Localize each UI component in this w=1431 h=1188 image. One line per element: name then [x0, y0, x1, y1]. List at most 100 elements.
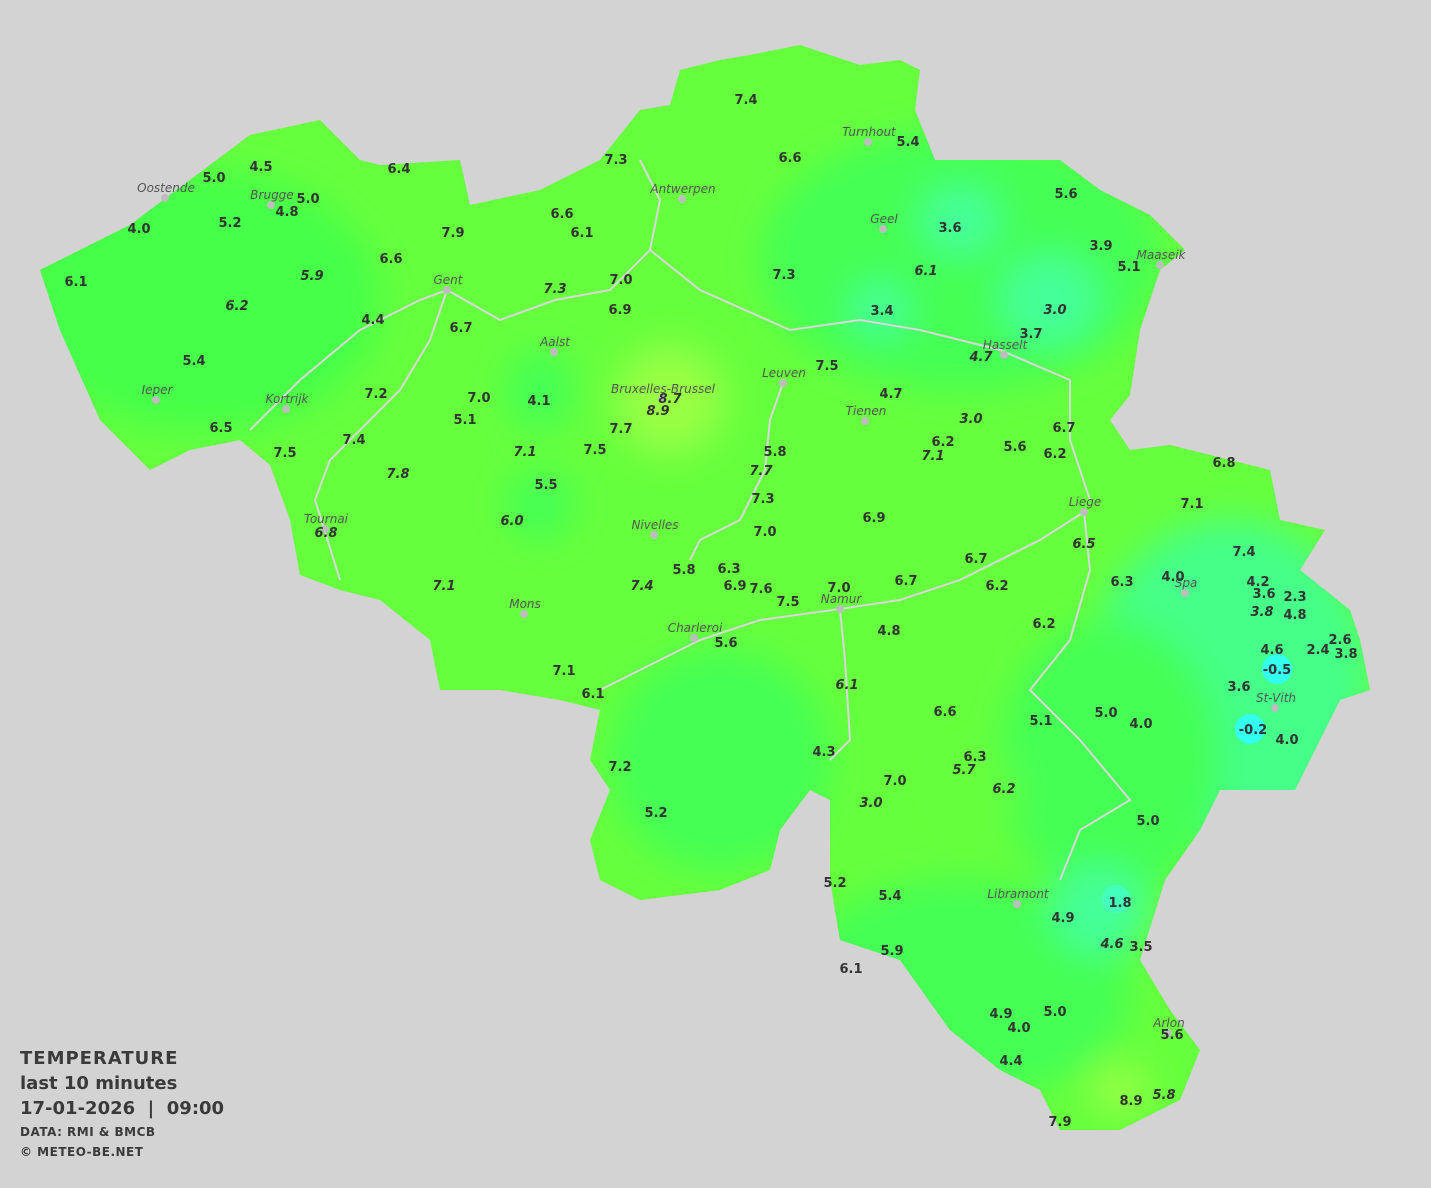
station-temperature: 6.7	[964, 552, 987, 567]
station-temperature: 3.6	[1252, 587, 1275, 602]
station-temperature: 5.0	[202, 171, 225, 186]
station-temperature: 2.6	[1328, 633, 1351, 648]
station-temperature: 6.1	[914, 264, 937, 279]
station-temperature: 7.5	[776, 595, 799, 610]
city-marker	[152, 396, 160, 404]
city-label: Bruxelles-Brussel	[611, 382, 716, 396]
station-temperature: 4.7	[968, 350, 993, 365]
station-temperature: 6.6	[933, 705, 956, 720]
station-temperature: 4.5	[249, 160, 272, 175]
station-temperature: 6.2	[992, 782, 1015, 797]
station-temperature: 7.1	[513, 445, 536, 460]
station-temperature: 7.1	[921, 449, 944, 464]
station-temperature: -0.5	[1263, 663, 1291, 678]
city-marker	[550, 348, 558, 356]
station-temperature: 7.2	[364, 387, 387, 402]
station-temperature: 3.0	[1043, 303, 1066, 318]
station-temperature: 6.1	[835, 678, 858, 693]
city-marker	[161, 194, 169, 202]
station-temperature: 6.6	[550, 207, 573, 222]
station-temperature: 6.2	[931, 435, 954, 450]
station-temperature: 6.8	[1212, 456, 1235, 471]
station-temperature: 3.7	[1019, 327, 1042, 342]
station-temperature: 7.0	[827, 581, 850, 596]
station-temperature: 6.7	[449, 321, 472, 336]
station-temperature: 6.7	[1052, 421, 1075, 436]
legend-source: DATA: RMI & BMCB	[20, 1125, 156, 1139]
city-label: Brugge	[250, 188, 293, 202]
city-label: Mons	[509, 597, 541, 611]
station-temperature: 4.0	[1129, 717, 1152, 732]
station-temperature: 7.1	[552, 664, 575, 679]
station-temperature: 6.6	[379, 252, 402, 267]
city-label: Kortrijk	[266, 392, 310, 406]
station-temperature: 5.0	[1136, 814, 1159, 829]
station-temperature: 4.8	[1283, 608, 1306, 623]
station-temperature: 6.2	[1032, 617, 1055, 632]
station-temperature: 6.5	[209, 421, 232, 436]
city-marker	[1156, 261, 1164, 269]
station-temperature: 3.4	[870, 304, 893, 319]
city-marker	[658, 395, 666, 403]
station-temperature: 6.3	[1110, 575, 1133, 590]
station-temperature: 5.0	[1043, 1005, 1066, 1020]
station-temperature: 3.8	[1334, 647, 1357, 662]
station-temperature: 5.7	[952, 763, 976, 778]
station-temperature: 4.0	[1161, 570, 1184, 585]
city-marker	[1013, 900, 1021, 908]
station-temperature: 6.9	[862, 511, 885, 526]
city-label: Hasselt	[983, 338, 1029, 352]
city-label: Arlon	[1152, 1016, 1184, 1030]
station-temperature: 6.1	[570, 226, 593, 241]
station-temperature: -0.2	[1239, 723, 1267, 738]
city-layer: Oostende Brugge Antwerpen Turnhout Geel Maase…	[137, 125, 1296, 1037]
station-values-layer: 4.55.05.04.86.44.0 5.27.37.46.65.46.66.17…	[64, 93, 1357, 1130]
station-temperature: 2.3	[1283, 590, 1306, 605]
station-temperature: 7.5	[583, 443, 606, 458]
station-temperature: 3.6	[1227, 680, 1250, 695]
station-temperature: 7.4	[1232, 545, 1255, 560]
station-temperature: 3.8	[1250, 605, 1273, 620]
city-label: Antwerpen	[649, 182, 715, 196]
station-temperature: 5.4	[878, 889, 901, 904]
station-temperature: 7.3	[772, 268, 795, 283]
city-label: Nivelles	[631, 518, 678, 532]
city-label: Gent	[434, 273, 464, 287]
station-temperature: 6.2	[225, 299, 248, 314]
city-marker	[678, 195, 686, 203]
city-label: Tienen	[846, 404, 887, 418]
station-temperature: 7.3	[543, 282, 566, 297]
station-temperature: 4.4	[999, 1054, 1022, 1069]
station-temperature: 5.1	[1117, 260, 1140, 275]
station-temperature: 5.9	[880, 944, 903, 959]
station-temperature: 7.9	[441, 226, 464, 241]
city-marker	[879, 225, 887, 233]
city-label: Liege	[1069, 495, 1101, 509]
legend-copyright: © METEO-BE.NET	[20, 1145, 144, 1159]
legend-period: last 10 minutes	[20, 1073, 178, 1094]
station-temperature: 2.4	[1306, 643, 1329, 658]
city-label: Spa	[1175, 576, 1198, 590]
city-marker	[321, 525, 329, 533]
station-temperature: 5.9	[300, 269, 323, 284]
station-temperature: 4.8	[877, 624, 900, 639]
station-temperature: 3.9	[1089, 239, 1112, 254]
station-temperature: 6.3	[717, 562, 740, 577]
station-temperature: 6.5	[1072, 537, 1095, 552]
city-marker	[520, 610, 528, 618]
station-temperature: 4.0	[1275, 733, 1298, 748]
station-temperature: 5.8	[763, 445, 786, 460]
legend-datetime: 17-01-2026 | 09:00	[20, 1098, 225, 1119]
station-temperature: 1.8	[1108, 896, 1131, 911]
station-temperature: 7.5	[815, 359, 838, 374]
city-marker	[267, 201, 275, 209]
station-temperature: 7.4	[734, 93, 757, 108]
station-temperature: 5.2	[823, 876, 846, 891]
city-marker	[1181, 589, 1189, 597]
city-marker	[1080, 508, 1088, 516]
city-label: Turnhout	[842, 125, 897, 139]
station-temperature: 7.0	[609, 273, 632, 288]
station-temperature: 7.2	[608, 760, 631, 775]
station-temperature: 7.8	[386, 467, 409, 482]
station-temperature: 5.0	[296, 192, 319, 207]
